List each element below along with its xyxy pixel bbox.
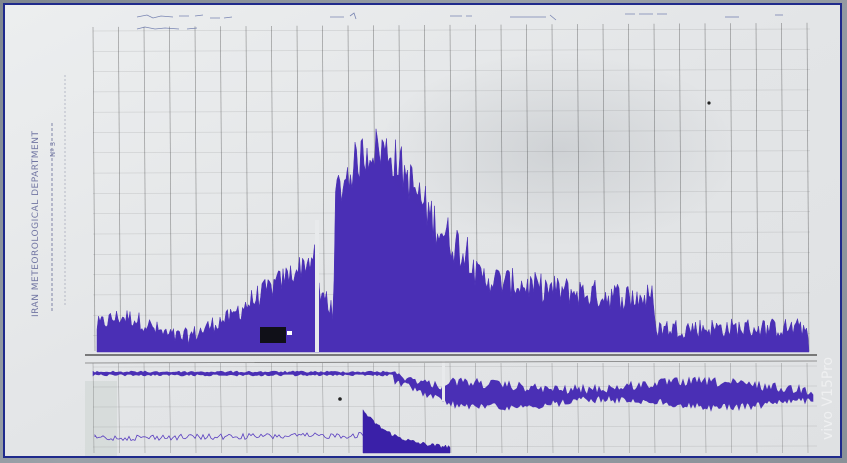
grid-line — [143, 26, 147, 352]
grid-line — [92, 26, 96, 352]
grid-line — [322, 362, 324, 454]
ink-dot — [707, 101, 711, 105]
grid-line — [92, 362, 95, 454]
grid-line — [475, 362, 477, 454]
paper-scale-label — [63, 75, 70, 305]
grid-line — [449, 362, 452, 454]
grid-line — [194, 26, 198, 352]
grid-line — [730, 23, 733, 352]
chart-paper — [5, 5, 840, 456]
grid-line — [118, 362, 120, 454]
grid-line — [92, 231, 811, 235]
grid-line — [577, 362, 579, 454]
grid-line — [92, 365, 818, 368]
paper-sub-label — [49, 121, 57, 311]
grid-line — [424, 362, 426, 454]
lower-strip-top — [84, 360, 818, 364]
grid-line — [118, 26, 121, 352]
grid-line — [92, 130, 811, 133]
grid-line — [551, 362, 554, 454]
grid-line — [526, 362, 528, 454]
lower-trace-gap — [442, 361, 445, 401]
grid-line — [296, 362, 299, 454]
grid-line — [92, 69, 811, 72]
trace-gap — [315, 220, 319, 352]
grid-line — [143, 362, 146, 454]
grid-line — [628, 23, 631, 352]
camera-watermark: vivo V15Pro — [820, 356, 836, 440]
grid-line — [92, 89, 811, 93]
grid-line — [92, 425, 818, 428]
lower-left-shaded-strip — [85, 381, 117, 456]
grid-line — [755, 23, 759, 352]
grid-line — [628, 362, 630, 454]
lower-trace-burst — [362, 408, 451, 454]
grid-line — [755, 362, 758, 454]
grid-line — [92, 445, 818, 448]
grid-line — [704, 23, 708, 352]
grid-line — [92, 211, 811, 214]
grid-line — [92, 49, 811, 52]
grid-line — [194, 362, 197, 454]
grid-line — [806, 362, 809, 454]
grid-line — [653, 23, 657, 352]
white-mark — [287, 331, 292, 335]
grid-line — [169, 26, 172, 352]
grid-line — [92, 28, 811, 32]
grid-line — [92, 150, 811, 154]
grid-line — [220, 362, 222, 454]
grid-line — [245, 26, 249, 352]
lower-trace-upper-band — [92, 370, 814, 412]
grid-line — [92, 252, 811, 255]
grid-line — [92, 170, 811, 174]
photo-frame: IRAN METEOROLOGICAL DEPARTMENT Nº 3 — [3, 3, 842, 458]
grid-line — [347, 362, 350, 454]
grid-line — [92, 191, 811, 194]
grid-line — [679, 23, 682, 352]
grid-line — [220, 26, 223, 352]
header-pencil-marks — [136, 12, 783, 30]
dark-blot — [260, 327, 286, 343]
ink-dot-lower — [338, 397, 342, 401]
grid-line — [92, 109, 811, 113]
department-label: IRAN METEOROLOGICAL DEPARTMENT — [31, 130, 41, 317]
main-seismogram-trace — [96, 128, 810, 353]
grid-line — [679, 362, 681, 454]
grid-line — [781, 22, 784, 352]
grid-line — [602, 362, 605, 454]
lower-trace-bottom-band — [94, 432, 366, 442]
grid-line — [781, 362, 783, 454]
grid-line — [806, 22, 810, 352]
grid-line — [653, 362, 656, 454]
